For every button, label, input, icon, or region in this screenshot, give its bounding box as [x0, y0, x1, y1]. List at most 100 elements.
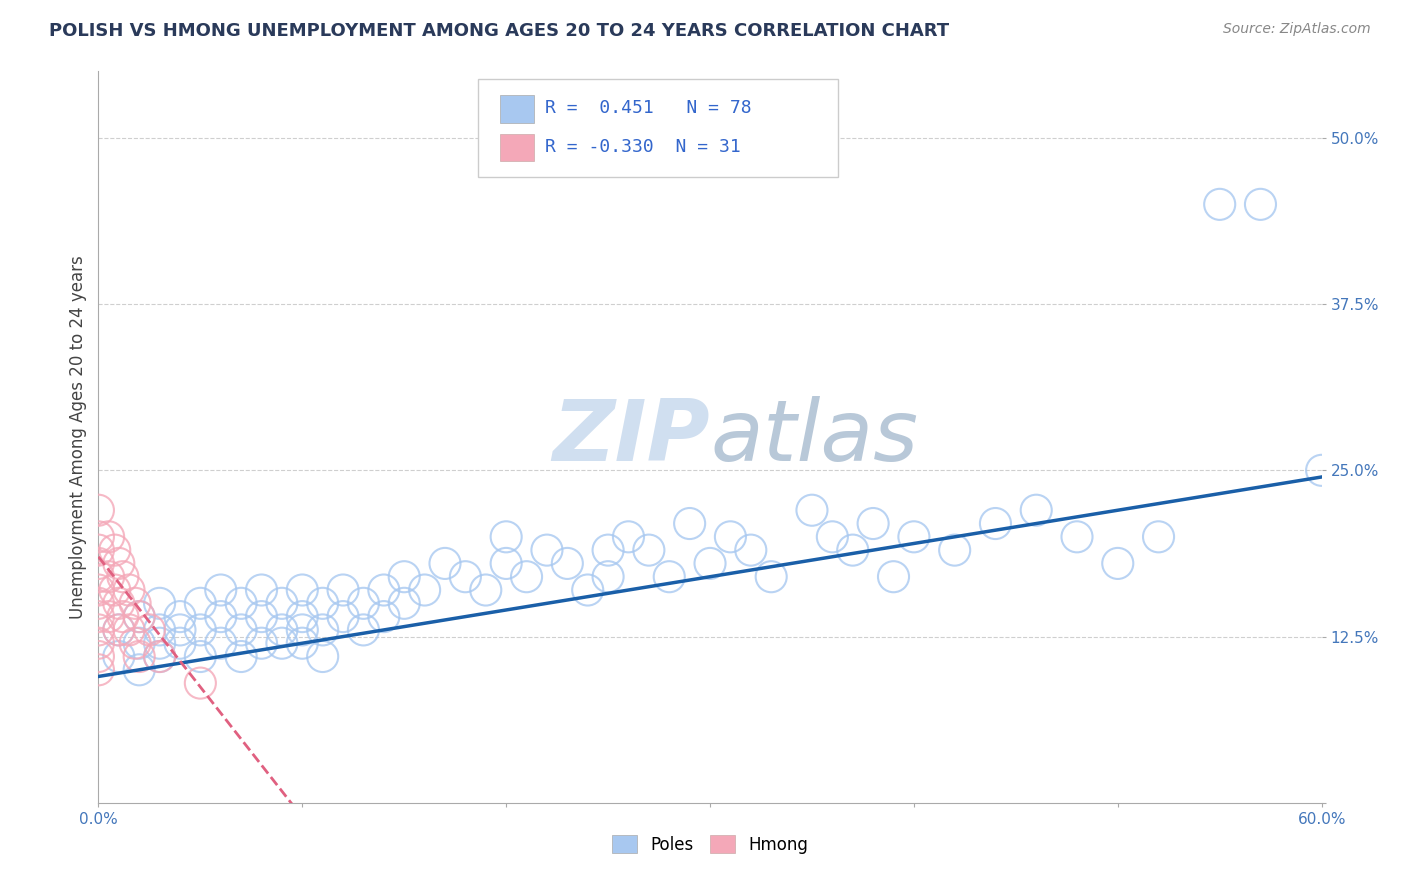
Point [312, 649, 335, 664]
Text: R = -0.330  N = 31: R = -0.330 N = 31 [546, 137, 741, 156]
Point [118, 623, 141, 637]
Point [128, 636, 150, 650]
Point [149, 649, 172, 664]
Point [111, 609, 134, 624]
Bar [499, 134, 534, 161]
Point [87, 543, 110, 558]
Point [903, 530, 925, 544]
Point [87, 623, 110, 637]
Point [188, 596, 212, 610]
Point [188, 623, 212, 637]
Point [138, 623, 160, 637]
Point [209, 636, 232, 650]
Point [536, 543, 558, 558]
Point [270, 596, 294, 610]
Point [291, 636, 314, 650]
Point [270, 636, 294, 650]
Point [124, 636, 146, 650]
Point [270, 623, 294, 637]
Point [434, 557, 457, 571]
Point [87, 530, 110, 544]
Point [124, 596, 146, 610]
Point [1209, 197, 1232, 211]
Point [231, 623, 253, 637]
Point [1107, 557, 1129, 571]
Point [598, 570, 620, 584]
Legend: Poles, Hmong: Poles, Hmong [605, 829, 815, 860]
Point [97, 570, 120, 584]
Point [149, 649, 172, 664]
Point [188, 649, 212, 664]
Point [352, 596, 374, 610]
Text: POLISH VS HMONG UNEMPLOYMENT AMONG AGES 20 TO 24 YEARS CORRELATION CHART: POLISH VS HMONG UNEMPLOYMENT AMONG AGES … [49, 22, 949, 40]
Point [291, 623, 314, 637]
Bar [499, 95, 534, 122]
Point [883, 570, 905, 584]
Point [108, 596, 131, 610]
Point [87, 503, 110, 517]
Point [118, 582, 141, 597]
Point [209, 582, 232, 597]
Point [250, 609, 273, 624]
Point [128, 609, 150, 624]
Point [108, 557, 131, 571]
Point [87, 596, 110, 610]
Point [108, 623, 131, 637]
Point [332, 582, 354, 597]
Point [111, 570, 134, 584]
Point [658, 570, 681, 584]
Point [97, 609, 120, 624]
Point [97, 530, 120, 544]
Point [392, 570, 416, 584]
Point [495, 557, 517, 571]
Text: Source: ZipAtlas.com: Source: ZipAtlas.com [1223, 22, 1371, 37]
Point [108, 623, 131, 637]
Point [495, 530, 517, 544]
Point [801, 503, 824, 517]
Point [454, 570, 477, 584]
Point [943, 543, 966, 558]
Point [841, 543, 863, 558]
Point [87, 636, 110, 650]
Point [87, 663, 110, 677]
Point [1025, 503, 1047, 517]
Point [104, 582, 127, 597]
Point [169, 609, 191, 624]
Point [209, 609, 232, 624]
Y-axis label: Unemployment Among Ages 20 to 24 years: Unemployment Among Ages 20 to 24 years [69, 255, 87, 619]
Point [250, 582, 273, 597]
Point [617, 530, 640, 544]
Point [1066, 530, 1088, 544]
Point [1249, 197, 1271, 211]
Point [169, 623, 191, 637]
Point [332, 609, 354, 624]
Point [740, 543, 762, 558]
Point [149, 596, 172, 610]
Point [352, 623, 374, 637]
Point [231, 596, 253, 610]
Point [128, 609, 150, 624]
Point [128, 649, 150, 664]
Point [392, 596, 416, 610]
Point [128, 663, 150, 677]
Point [718, 530, 742, 544]
Point [169, 636, 191, 650]
Point [1147, 530, 1170, 544]
Point [188, 676, 212, 690]
Point [761, 570, 783, 584]
Point [373, 582, 395, 597]
Point [312, 596, 335, 610]
Text: atlas: atlas [710, 395, 918, 479]
Point [87, 609, 110, 624]
Text: R =  0.451   N = 78: R = 0.451 N = 78 [546, 99, 752, 117]
Point [821, 530, 844, 544]
Point [87, 582, 110, 597]
Point [413, 582, 436, 597]
Point [679, 516, 702, 531]
Point [637, 543, 661, 558]
Point [862, 516, 884, 531]
Point [231, 649, 253, 664]
Point [87, 557, 110, 571]
Point [373, 609, 395, 624]
Point [555, 557, 579, 571]
